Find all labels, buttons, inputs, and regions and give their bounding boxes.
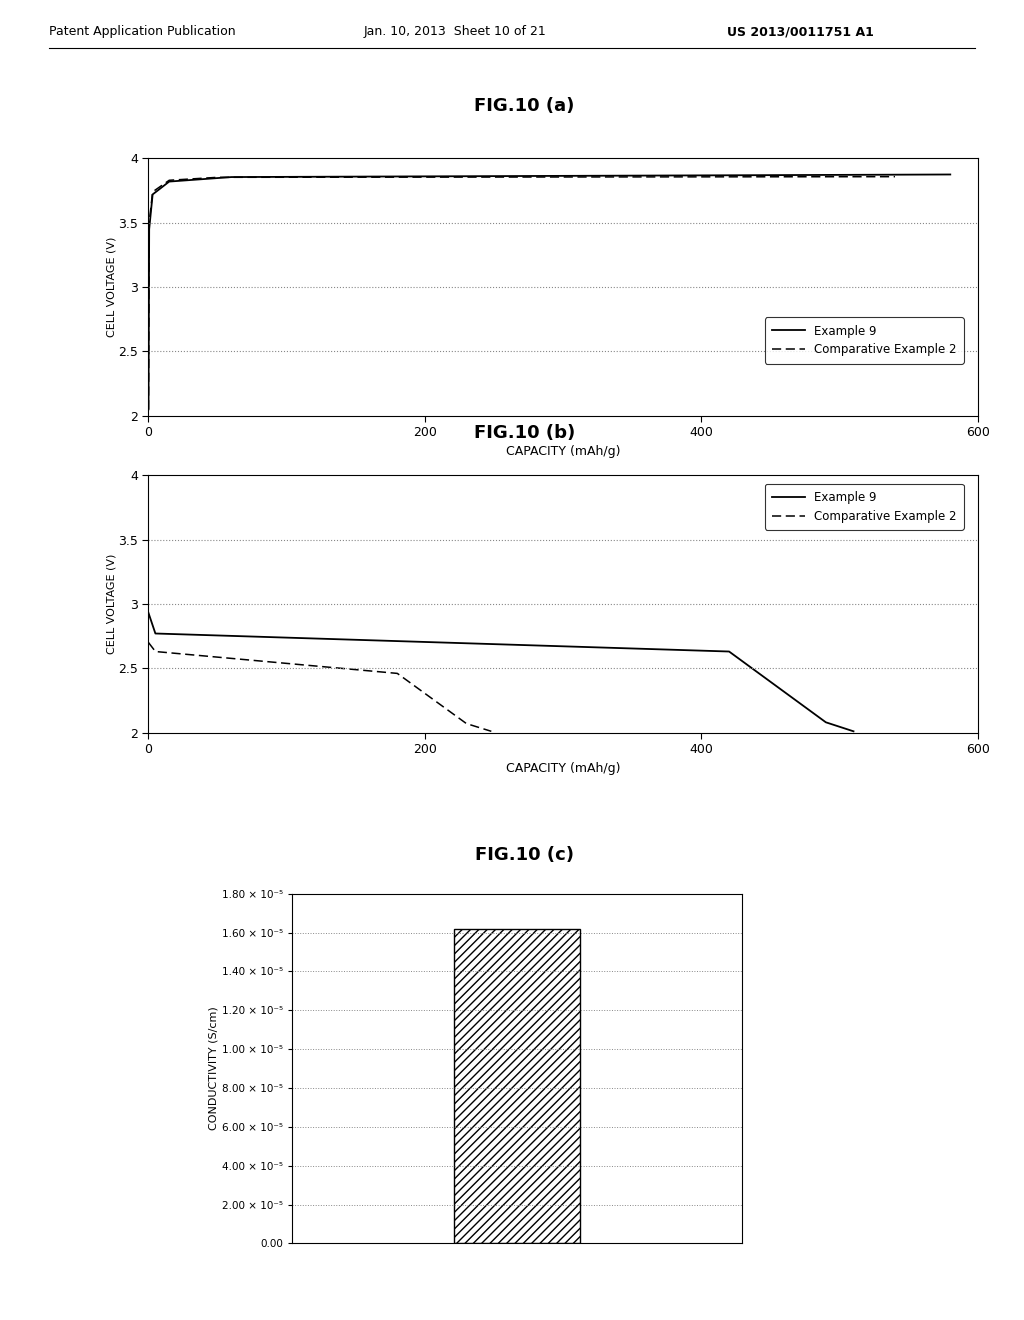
Comparative Example 2 xyxy=(889,169,901,185)
Example 9 xyxy=(607,640,620,656)
Comparative Example 2 xyxy=(565,169,578,185)
Comparative Example 2 xyxy=(391,665,403,681)
Example 9 xyxy=(213,627,225,643)
Comparative Example 2 xyxy=(142,401,155,417)
Y-axis label: CONDUCTIVITY (S/cm): CONDUCTIVITY (S/cm) xyxy=(209,1007,219,1130)
Comparative Example 2 xyxy=(150,644,162,660)
Legend: Example 9, Comparative Example 2: Example 9, Comparative Example 2 xyxy=(765,318,964,363)
Line: Comparative Example 2: Comparative Example 2 xyxy=(148,643,492,731)
Example 9 xyxy=(848,723,860,739)
Comparative Example 2 xyxy=(752,169,764,185)
Example 9 xyxy=(143,222,156,238)
Comparative Example 2 xyxy=(457,169,469,185)
Comparative Example 2 xyxy=(406,676,418,692)
Text: FIG.10 (b): FIG.10 (b) xyxy=(474,424,574,442)
Text: Jan. 10, 2013  Sheet 10 of 21: Jan. 10, 2013 Sheet 10 of 21 xyxy=(364,25,546,38)
Example 9 xyxy=(352,632,365,648)
Comparative Example 2 xyxy=(199,648,211,664)
Example 9 xyxy=(142,401,155,417)
Example 9 xyxy=(471,168,483,183)
Comparative Example 2 xyxy=(395,668,408,684)
Example 9 xyxy=(146,186,159,202)
Comparative Example 2 xyxy=(410,678,422,694)
Y-axis label: CELL VOLTAGE (V): CELL VOLTAGE (V) xyxy=(106,236,117,338)
Text: US 2013/0011751 A1: US 2013/0011751 A1 xyxy=(727,25,873,38)
Example 9 xyxy=(935,166,947,182)
Example 9 xyxy=(163,174,175,190)
Example 9 xyxy=(142,605,155,620)
Comparative Example 2 xyxy=(142,635,155,651)
Comparative Example 2 xyxy=(485,723,498,739)
Line: Example 9: Example 9 xyxy=(148,612,854,731)
Example 9 xyxy=(203,170,215,186)
Comparative Example 2 xyxy=(144,206,157,222)
Example 9 xyxy=(317,631,330,647)
Text: FIG.10 (a): FIG.10 (a) xyxy=(474,96,574,115)
Line: Comparative Example 2: Comparative Example 2 xyxy=(148,177,895,409)
Example 9 xyxy=(944,166,956,182)
Y-axis label: CELL VOLTAGE (V): CELL VOLTAGE (V) xyxy=(106,553,117,655)
Example 9 xyxy=(538,638,550,653)
Comparative Example 2 xyxy=(467,169,479,185)
X-axis label: CAPACITY (mAh/g): CAPACITY (mAh/g) xyxy=(506,762,621,775)
Comparative Example 2 xyxy=(525,169,538,185)
Legend: Example 9, Comparative Example 2: Example 9, Comparative Example 2 xyxy=(765,483,964,529)
Bar xyxy=(454,929,581,1243)
Text: Patent Application Publication: Patent Application Publication xyxy=(49,25,236,38)
X-axis label: CAPACITY (mAh/g): CAPACITY (mAh/g) xyxy=(506,445,621,458)
Text: FIG.10 (c): FIG.10 (c) xyxy=(475,846,573,865)
Example 9 xyxy=(324,631,336,647)
Line: Example 9: Example 9 xyxy=(148,174,950,409)
